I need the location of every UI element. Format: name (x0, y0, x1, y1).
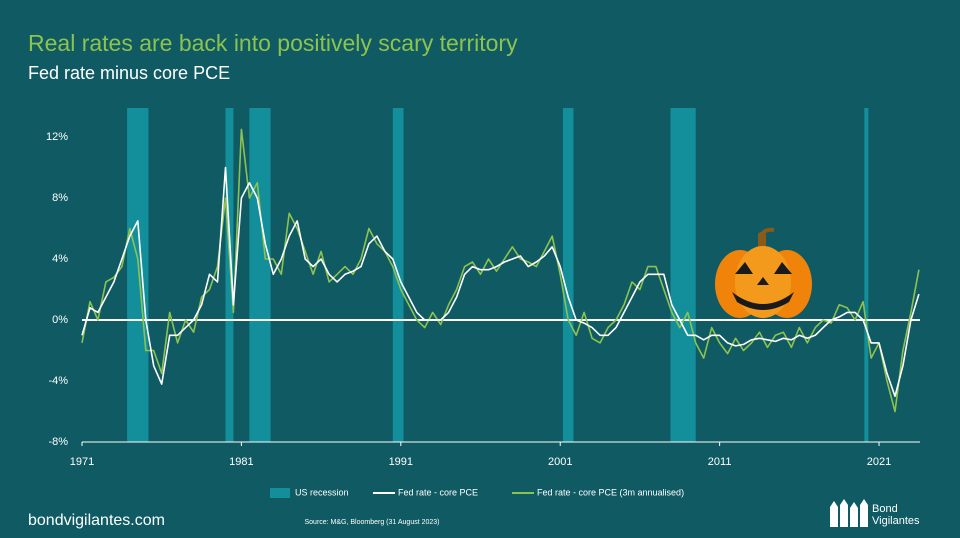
pumpkin (715, 227, 812, 318)
legend-swatch (270, 488, 290, 498)
recession-band (127, 108, 149, 442)
logo-text: Vigilantes (872, 515, 920, 527)
recession-band (864, 108, 869, 442)
x-tick-label: 2021 (867, 456, 891, 468)
y-tick-label: 12% (46, 131, 68, 143)
plot-area: -8% -4% 0% 4% 8% 12% 1971 1981 1991 2001 2011 2021 U… (46, 108, 920, 498)
series-line (81, 166, 920, 398)
x-tick-label: 1971 (70, 456, 94, 468)
chart-subtitle: Fed rate minus core PCE (28, 63, 230, 83)
x-tick-label: 2011 (708, 456, 732, 468)
y-tick-label: 8% (52, 192, 68, 204)
legend-label: Fed rate - core PCE (398, 487, 478, 497)
legend-label: Fed rate - core PCE (3m annualised) (537, 487, 684, 497)
recession-band (562, 108, 574, 442)
y-tick-label: 0% (52, 314, 68, 326)
logo: Bond Vigilantes (830, 499, 920, 527)
legend-label: US recession (295, 487, 349, 497)
logo-text: Bond (872, 503, 898, 515)
recession-band (249, 108, 271, 442)
x-tick-label: 1991 (389, 456, 413, 468)
recession-band (670, 108, 696, 442)
y-tick-label: -8% (48, 436, 68, 448)
recession-band (225, 108, 234, 442)
chart-title: Real rates are back into positively scar… (28, 30, 518, 56)
site-link: bondvigilantes.com (28, 512, 165, 529)
x-tick-label: 1981 (229, 456, 253, 468)
y-tick-label: -4% (48, 375, 68, 387)
x-tick-label: 2001 (548, 456, 572, 468)
source: Source: M&G, Bloomberg (31 August 2023) (304, 519, 439, 526)
y-tick-label: 4% (52, 253, 68, 265)
